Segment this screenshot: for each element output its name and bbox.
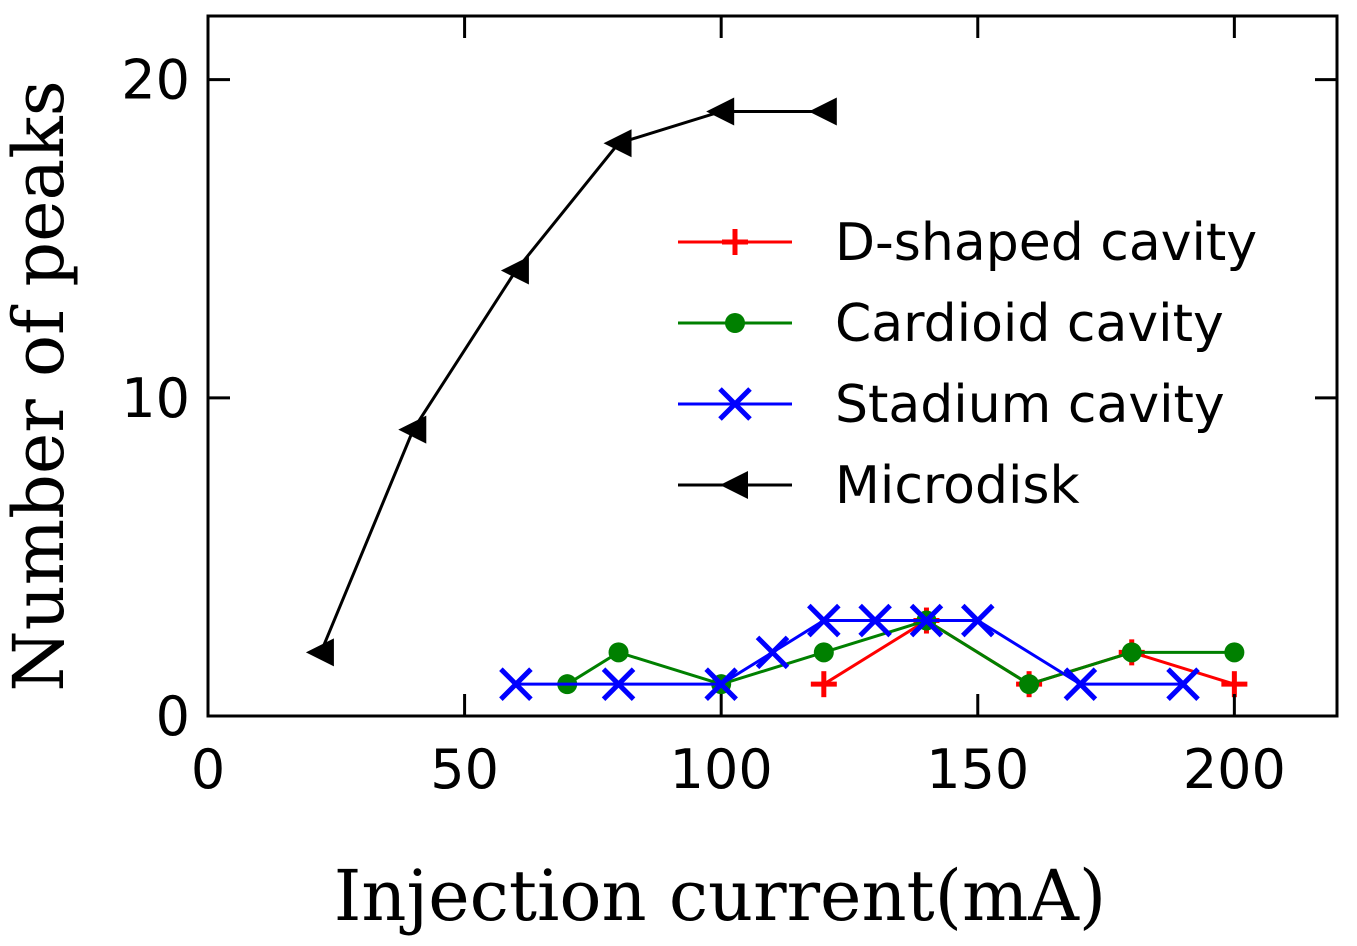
legend-entry: D-shaped cavity [678, 213, 1257, 273]
data-point [1063, 667, 1098, 701]
data-point [909, 603, 944, 638]
data-point [704, 667, 738, 701]
x-tick-label: 200 [1183, 738, 1286, 801]
data-point [398, 415, 427, 444]
data-point [961, 603, 995, 638]
legend-label: Microdisk [835, 456, 1080, 516]
legend: D-shaped cavity Cardioid cavity Stadium ca… [678, 213, 1257, 516]
data-point [808, 97, 837, 126]
plot-content [305, 97, 1248, 701]
y-tick-label: 0 [156, 685, 190, 748]
data-point [813, 642, 834, 663]
series-microdisk [305, 97, 837, 667]
legend-label: Cardioid cavity [835, 294, 1224, 354]
data-point [601, 667, 636, 701]
legend-marker [720, 471, 748, 499]
data-point [500, 256, 529, 285]
data-point [1224, 642, 1245, 663]
x-axis-title: Injection current(mA) [334, 855, 1106, 937]
series-cardioid-cavity [557, 610, 1245, 695]
data-point [807, 603, 841, 638]
legend-entry: Stadium cavity [678, 375, 1225, 435]
x-tick-label: 50 [430, 738, 499, 801]
data-point [305, 638, 334, 667]
data-point [603, 129, 632, 158]
tick-labels: 0 50 100 150 200 0 10 20 [121, 49, 1286, 801]
x-tick-label: 100 [670, 738, 773, 801]
data-point [810, 671, 837, 698]
data-point [858, 603, 892, 638]
y-tick-label: 20 [121, 49, 190, 112]
data-point [1121, 642, 1142, 663]
ticks [206, 16, 1337, 718]
data-point [499, 667, 533, 701]
series-line [319, 109, 824, 653]
legend-marker [725, 313, 745, 333]
legend-label: D-shaped cavity [835, 213, 1257, 273]
data-point [1166, 667, 1200, 701]
data-point [1019, 674, 1040, 695]
data-point [706, 97, 735, 126]
data-point [755, 635, 790, 670]
legend-marker [722, 229, 748, 255]
data-point [608, 642, 629, 663]
plot-frame [206, 14, 1339, 718]
legend-marker [718, 387, 752, 421]
series-line [515, 619, 1184, 686]
legend-label: Stadium cavity [835, 375, 1225, 435]
series-line [566, 618, 1235, 686]
series-stadium-cavity [499, 603, 1200, 701]
data-point [1221, 671, 1248, 698]
y-axis-title: Number of peaks [0, 80, 80, 691]
x-tick-label: 150 [926, 738, 1029, 801]
x-tick-label: 0 [191, 738, 225, 801]
y-tick-label: 10 [121, 367, 190, 430]
legend-entry: Microdisk [678, 456, 1080, 516]
legend-entry: Cardioid cavity [678, 294, 1224, 354]
